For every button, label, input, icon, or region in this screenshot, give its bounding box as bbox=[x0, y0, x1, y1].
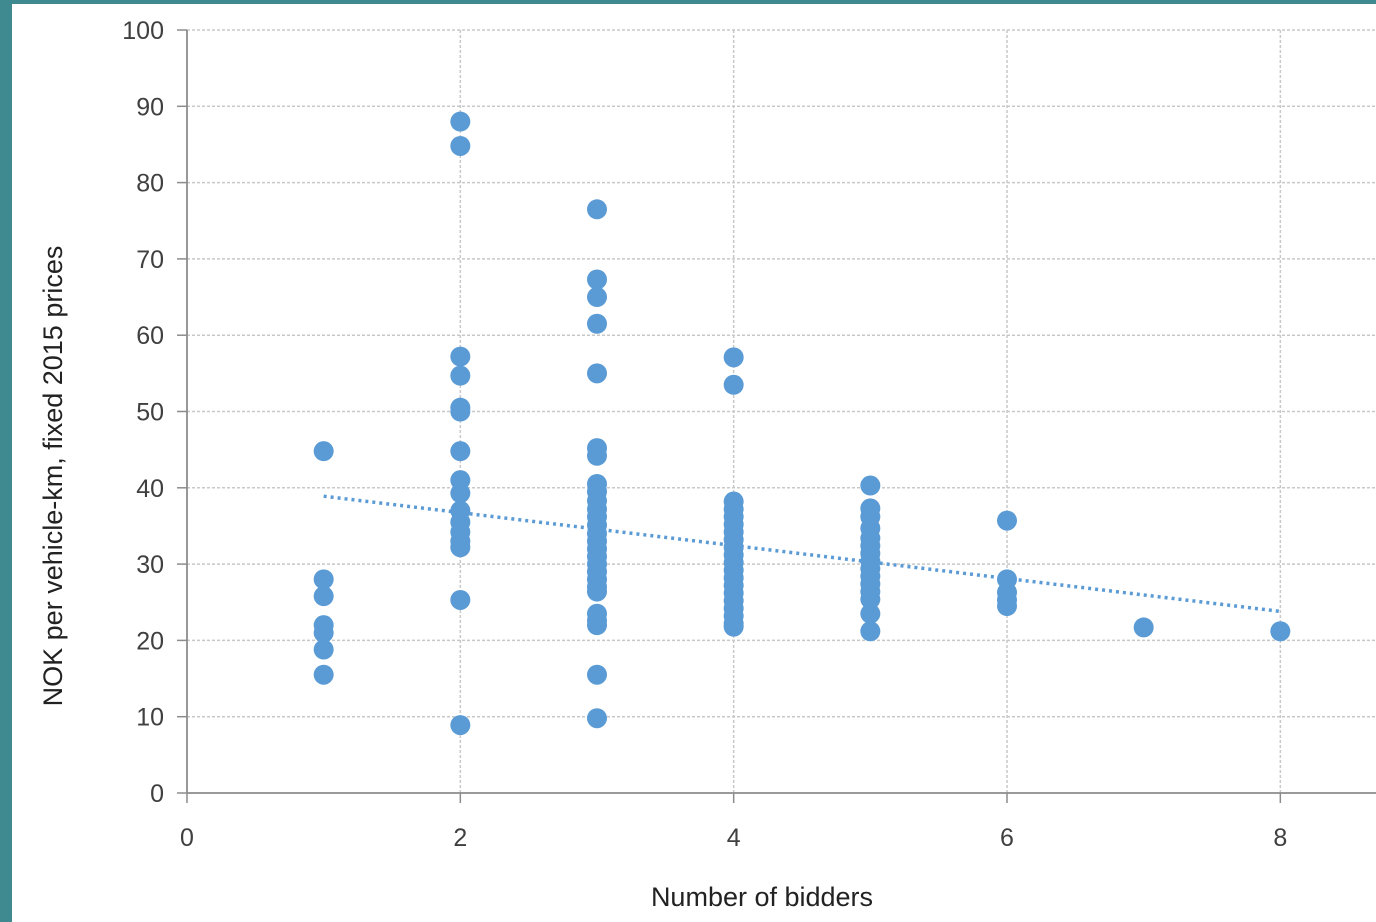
data-point bbox=[450, 111, 471, 132]
data-point bbox=[313, 586, 334, 607]
data-point bbox=[723, 347, 744, 368]
x-tick-label: 4 bbox=[727, 824, 741, 852]
y-tick-label: 60 bbox=[136, 322, 164, 350]
tick-labels: 0 10 20 30 40 50 60 70 80 90 100 0 2 4 6 8 bbox=[122, 17, 1287, 852]
data-point bbox=[450, 365, 471, 386]
data-point bbox=[723, 616, 744, 637]
x-axis-title: Number of bidders bbox=[651, 882, 873, 912]
data-point bbox=[587, 199, 607, 220]
data-point bbox=[860, 621, 881, 642]
axes bbox=[177, 29, 1376, 803]
y-tick-label: 30 bbox=[136, 551, 164, 579]
y-tick-label: 100 bbox=[122, 17, 164, 45]
data-point bbox=[587, 664, 607, 685]
data-point bbox=[450, 401, 471, 422]
y-tick-label: 70 bbox=[136, 246, 164, 274]
y-tick-label: 40 bbox=[136, 475, 164, 503]
y-tick-label: 20 bbox=[136, 627, 164, 655]
scatter-chart: 0 10 20 30 40 50 60 70 80 90 100 0 2 4 6 8 Number of bi… bbox=[38, 17, 1376, 912]
data-point bbox=[450, 483, 471, 504]
data-point bbox=[450, 135, 471, 156]
data-point bbox=[723, 374, 744, 395]
x-tick-label: 2 bbox=[453, 824, 467, 852]
y-tick-label: 90 bbox=[136, 93, 164, 121]
data-point bbox=[860, 603, 881, 624]
x-tick-label: 8 bbox=[1273, 824, 1287, 852]
data-point bbox=[587, 445, 607, 466]
data-point bbox=[313, 441, 334, 462]
chart-area: 0 10 20 30 40 50 60 70 80 90 100 0 2 4 6 8 Number of bi… bbox=[12, 4, 1376, 922]
y-axis-title: NOK per vehicle-km, fixed 2015 prices bbox=[38, 246, 68, 707]
data-point bbox=[1270, 621, 1291, 642]
data-point bbox=[587, 287, 607, 308]
data-point bbox=[860, 475, 881, 496]
data-point bbox=[997, 510, 1017, 531]
data-point bbox=[450, 589, 471, 610]
data-point bbox=[313, 664, 334, 685]
y-tick-label: 10 bbox=[136, 704, 164, 732]
gridlines bbox=[187, 29, 1376, 793]
y-tick-label: 50 bbox=[136, 399, 164, 427]
data-point bbox=[587, 581, 607, 602]
data-point bbox=[450, 441, 471, 462]
data-point bbox=[450, 537, 471, 558]
data-points bbox=[313, 111, 1291, 736]
data-point bbox=[587, 708, 607, 729]
data-point bbox=[450, 715, 471, 736]
x-tick-label: 0 bbox=[180, 824, 194, 852]
data-point bbox=[587, 269, 607, 290]
data-point bbox=[860, 589, 881, 610]
data-point bbox=[313, 639, 334, 660]
data-point bbox=[313, 569, 334, 590]
data-point bbox=[997, 596, 1017, 617]
data-point bbox=[587, 363, 607, 384]
y-tick-label: 80 bbox=[136, 170, 164, 198]
data-point bbox=[587, 615, 607, 636]
data-point bbox=[1133, 617, 1154, 638]
x-tick-label: 6 bbox=[1000, 824, 1014, 852]
data-point bbox=[313, 622, 334, 643]
data-point bbox=[587, 313, 607, 334]
data-point bbox=[450, 346, 471, 367]
y-tick-label: 0 bbox=[150, 780, 164, 808]
